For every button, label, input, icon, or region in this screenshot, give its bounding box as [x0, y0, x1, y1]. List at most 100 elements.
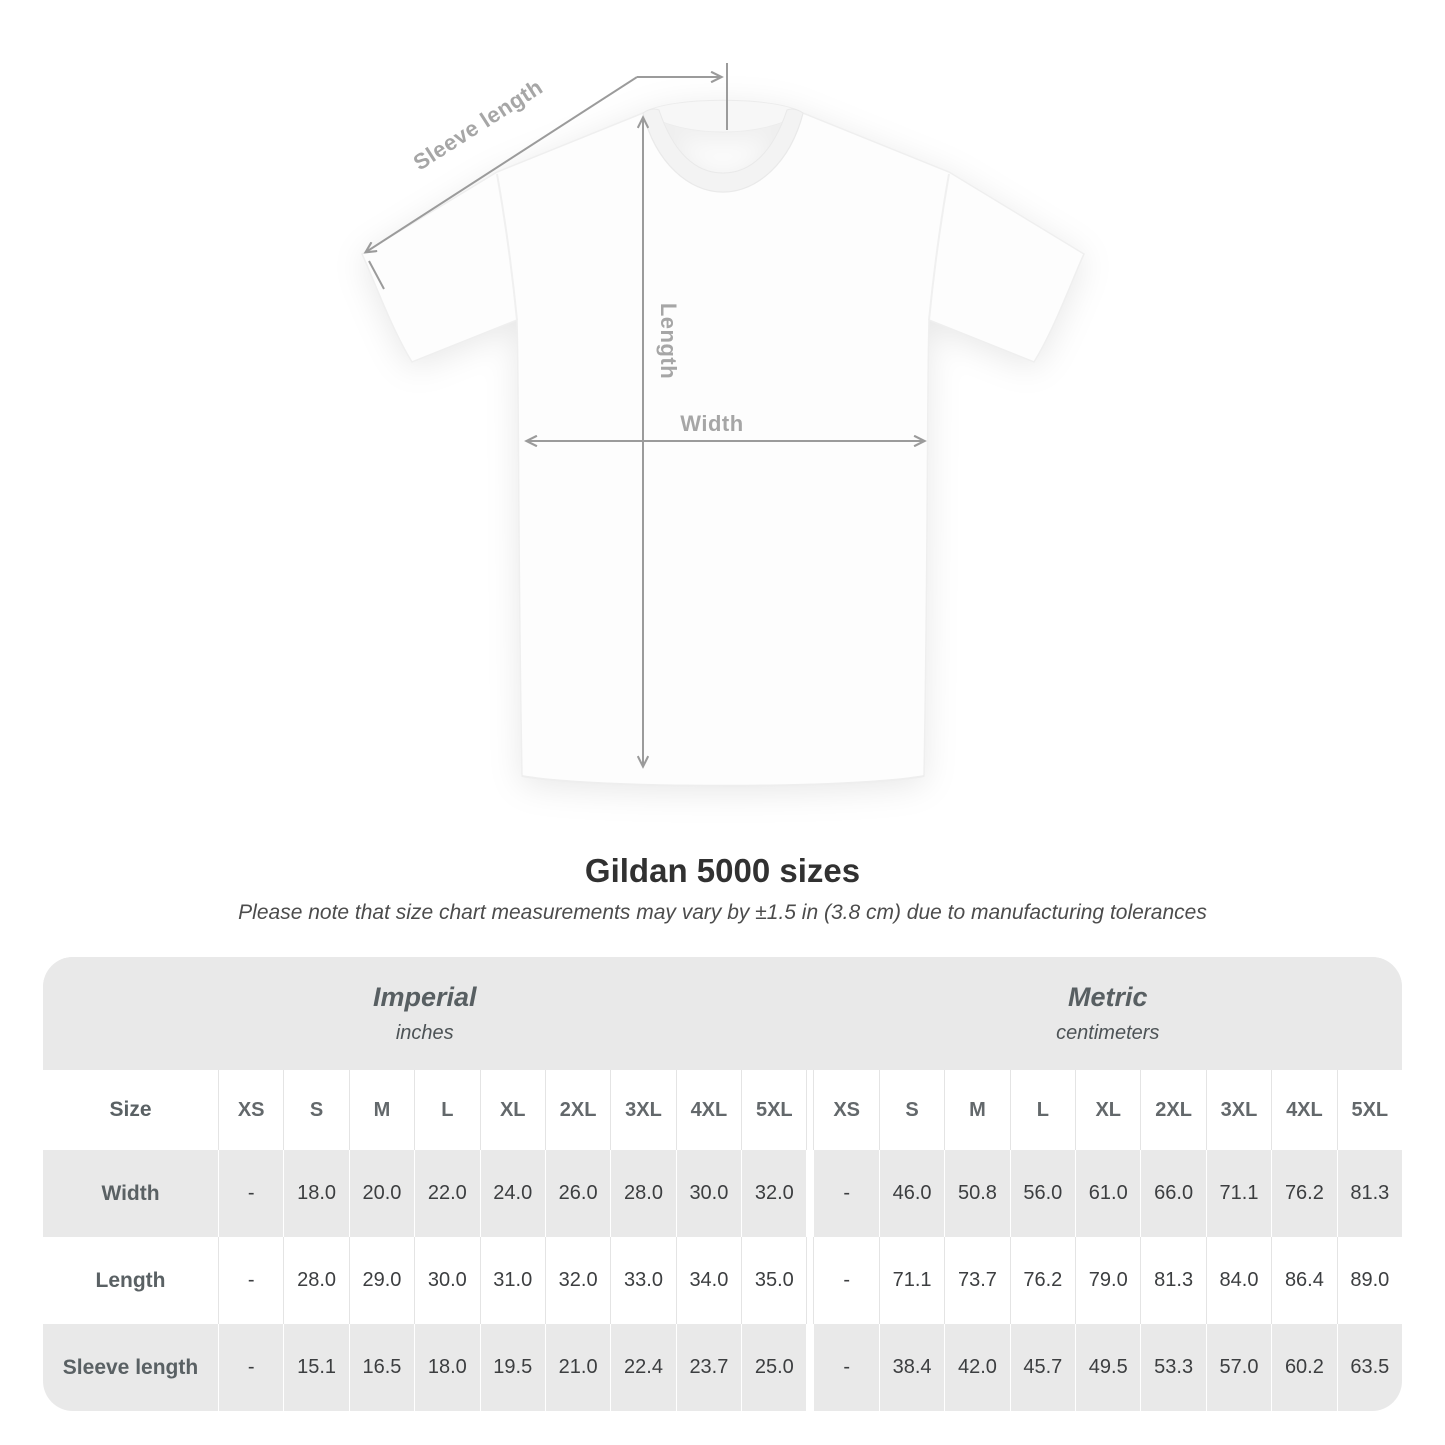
table-cell: 29.0 — [348, 1237, 415, 1324]
table-cell: 49.5 — [1075, 1324, 1141, 1411]
table-cell: 15.1 — [283, 1324, 349, 1411]
table-cell: 56.0 — [1009, 1150, 1076, 1237]
imperial-group-unit: inches — [395, 1022, 454, 1044]
table-cell: 18.0 — [414, 1324, 480, 1411]
table-cell: 71.1 — [1205, 1150, 1272, 1237]
table-cell: 25.0 — [741, 1324, 807, 1411]
size-col-header: M — [348, 1070, 415, 1150]
size-col-header: XS — [813, 1070, 879, 1150]
unit-group-header-row: Imperial inches Metric centimeters — [43, 957, 1402, 1070]
table-cell: 79.0 — [1075, 1237, 1141, 1324]
table-cell: 20.0 — [348, 1150, 415, 1237]
tolerance-note: Please note that size chart measurements… — [238, 901, 1207, 924]
table-cell: 32.0 — [544, 1237, 611, 1324]
size-header-cell: Size — [43, 1070, 218, 1150]
table-cell: 34.0 — [675, 1237, 742, 1324]
size-col-header: 5XL — [741, 1070, 807, 1150]
table-cell: 23.7 — [675, 1324, 742, 1411]
group-divider — [806, 1237, 814, 1324]
table-cell: 46.0 — [878, 1150, 945, 1237]
table-row-width: Width - 18.0 20.0 22.0 24.0 26.0 28.0 30… — [43, 1150, 1402, 1237]
table-cell: 30.0 — [414, 1237, 480, 1324]
size-col-header: 4XL — [1271, 1070, 1337, 1150]
metric-group-unit: centimeters — [1056, 1022, 1160, 1044]
table-cell: 63.5 — [1336, 1324, 1402, 1411]
table-cell: 45.7 — [1009, 1324, 1076, 1411]
size-col-header: M — [944, 1070, 1010, 1150]
size-col-header: XL — [479, 1070, 545, 1150]
group-divider — [806, 957, 814, 1070]
table-cell: 21.0 — [544, 1324, 611, 1411]
metric-group-header: Metric centimeters — [813, 957, 1402, 1070]
table-cell: 71.1 — [878, 1237, 945, 1324]
imperial-group-header: Imperial inches — [43, 957, 807, 1070]
size-col-header: 4XL — [675, 1070, 742, 1150]
table-cell: 18.0 — [283, 1150, 349, 1237]
heading: Gildan 5000 sizes Please note that size … — [0, 851, 1445, 927]
size-table: Imperial inches Metric centimeters Size … — [43, 957, 1402, 1411]
table-cell: - — [813, 1237, 879, 1324]
table-cell: 76.2 — [1271, 1150, 1337, 1237]
size-col-header: XL — [1075, 1070, 1141, 1150]
size-col-header: 3XL — [1205, 1070, 1272, 1150]
size-col-header: S — [878, 1070, 945, 1150]
table-cell: 30.0 — [675, 1150, 742, 1237]
table-cell: - — [218, 1150, 284, 1237]
size-col-header: L — [1009, 1070, 1076, 1150]
table-cell: 42.0 — [944, 1324, 1010, 1411]
table-row-sleeve-length: Sleeve length - 15.1 16.5 18.0 19.5 21.0… — [43, 1324, 1402, 1411]
row-label: Length — [43, 1237, 218, 1324]
row-label: Width — [43, 1150, 218, 1237]
table-cell: - — [813, 1324, 879, 1411]
table-cell: 81.3 — [1140, 1237, 1206, 1324]
table-cell: 84.0 — [1205, 1237, 1272, 1324]
metric-group-label: Metric — [1067, 982, 1148, 1012]
length-label: Length — [656, 303, 681, 379]
imperial-group-label: Imperial — [372, 982, 477, 1012]
table-cell: 35.0 — [741, 1237, 807, 1324]
size-col-header: 5XL — [1336, 1070, 1402, 1150]
table-cell: 50.8 — [944, 1150, 1010, 1237]
group-divider — [806, 1324, 814, 1411]
table-cell: 76.2 — [1009, 1237, 1076, 1324]
table-cell: 32.0 — [741, 1150, 807, 1237]
table-cell: 66.0 — [1140, 1150, 1206, 1237]
size-col-header: S — [283, 1070, 349, 1150]
table-cell: - — [218, 1237, 284, 1324]
table-cell: - — [813, 1150, 879, 1237]
table-cell: 22.4 — [610, 1324, 676, 1411]
table-cell: 24.0 — [479, 1150, 545, 1237]
size-col-header: XS — [218, 1070, 284, 1150]
table-cell: 31.0 — [479, 1237, 545, 1324]
table-cell: 73.7 — [944, 1237, 1010, 1324]
tshirt-graphic — [361, 99, 1085, 787]
table-cell: 86.4 — [1271, 1237, 1337, 1324]
table-cell: 89.0 — [1336, 1237, 1402, 1324]
table-row-length: Length - 28.0 29.0 30.0 31.0 32.0 33.0 3… — [43, 1237, 1402, 1324]
table-cell: 22.0 — [414, 1150, 480, 1237]
table-cell: 61.0 — [1075, 1150, 1141, 1237]
group-divider — [806, 1150, 814, 1237]
size-col-header: 2XL — [1140, 1070, 1206, 1150]
row-label: Sleeve length — [43, 1324, 218, 1411]
table-cell: - — [218, 1324, 284, 1411]
sleeve-length-arrow — [366, 63, 728, 290]
table-cell: 16.5 — [348, 1324, 415, 1411]
table-cell: 81.3 — [1336, 1150, 1402, 1237]
tshirt-measurement-figure: Sleeve length Length Width — [361, 63, 1085, 787]
table-cell: 57.0 — [1205, 1324, 1272, 1411]
table-cell: 19.5 — [479, 1324, 545, 1411]
table-cell: 60.2 — [1271, 1324, 1337, 1411]
size-col-header: 2XL — [544, 1070, 611, 1150]
table-cell: 28.0 — [283, 1237, 349, 1324]
table-cell: 33.0 — [610, 1237, 676, 1324]
table-cell: 26.0 — [544, 1150, 611, 1237]
tshirt-diagram-svg: Sleeve length Length Width — [361, 63, 1085, 787]
group-divider — [806, 1070, 814, 1150]
page-title: Gildan 5000 sizes — [584, 852, 861, 889]
table-cell: 38.4 — [878, 1324, 945, 1411]
table-cell: 53.3 — [1140, 1324, 1206, 1411]
size-header-row: Size XS S M L XL 2XL 3XL 4XL 5XL XS S M … — [43, 1070, 1402, 1150]
width-label: Width — [680, 411, 743, 436]
table-cell: 28.0 — [610, 1150, 676, 1237]
